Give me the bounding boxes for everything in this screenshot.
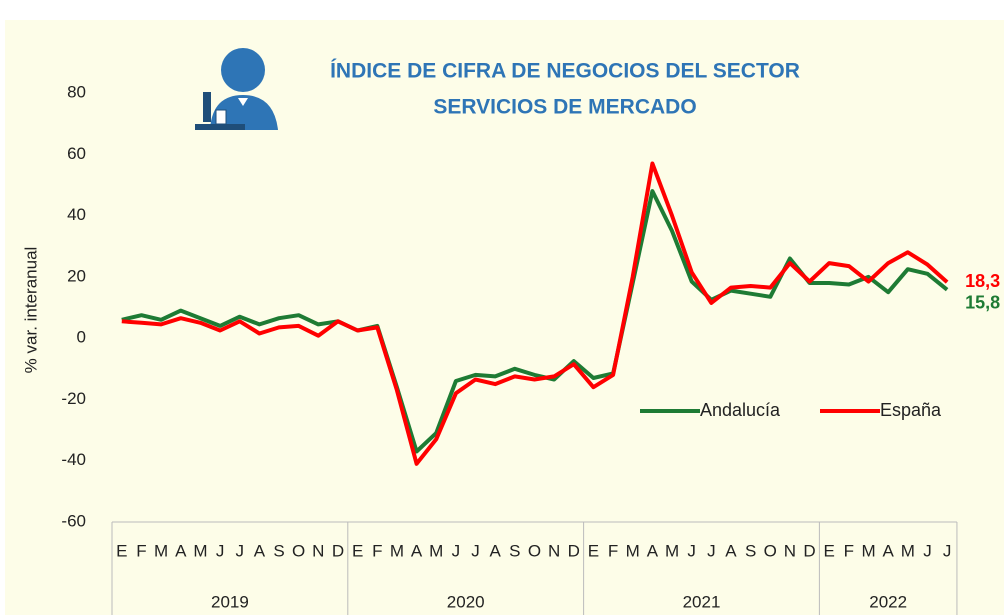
x-tick-label: O <box>764 541 777 560</box>
x-tick-label: E <box>352 541 363 560</box>
legend-label: Andalucía <box>700 400 781 420</box>
x-tick-label: M <box>901 541 915 560</box>
x-tick-label: M <box>861 541 875 560</box>
x-tick-label: A <box>725 541 737 560</box>
y-axis-label: % var. interanual <box>21 247 40 374</box>
x-tick-label: D <box>803 541 815 560</box>
y-tick-label: 60 <box>67 144 86 163</box>
x-tick-label: J <box>687 541 696 560</box>
y-tick-label: -40 <box>61 450 86 469</box>
x-tick-label: S <box>509 541 520 560</box>
x-tick-label: E <box>116 541 127 560</box>
x-tick-label: D <box>568 541 580 560</box>
x-tick-label: J <box>235 541 244 560</box>
x-tick-label: M <box>390 541 404 560</box>
y-tick-label: 80 <box>67 82 86 101</box>
series-line <box>121 161 949 466</box>
x-tick-label: N <box>548 541 560 560</box>
x-tick-label: E <box>824 541 835 560</box>
x-tick-label: O <box>292 541 305 560</box>
x-tick-label: O <box>528 541 541 560</box>
x-tick-label: J <box>452 541 461 560</box>
x-tick-label: A <box>647 541 659 560</box>
x-tick-label: A <box>411 541 423 560</box>
data-label: 15,8 <box>965 292 1000 312</box>
x-tick-label: F <box>372 541 382 560</box>
legend-label: España <box>880 400 942 420</box>
chart-title: ÍNDICE DE CIFRA DE NEGOCIOS DEL SECTOR <box>330 60 800 83</box>
x-tick-label: F <box>608 541 618 560</box>
y-tick-label: 40 <box>67 205 86 224</box>
year-label: 2022 <box>869 592 907 611</box>
x-tick-label: D <box>332 541 344 560</box>
x-tick-label: A <box>490 541 502 560</box>
x-tick-label: M <box>626 541 640 560</box>
x-tick-label: J <box>216 541 225 560</box>
x-tick-label: J <box>943 541 952 560</box>
waiter-icon <box>195 48 278 130</box>
x-tick-label: N <box>312 541 324 560</box>
x-tick-label: N <box>784 541 796 560</box>
y-tick-label: -60 <box>61 511 86 530</box>
x-tick-label: A <box>883 541 895 560</box>
data-label: 18,3 <box>965 271 1000 291</box>
x-tick-label: A <box>175 541 187 560</box>
year-label: 2021 <box>683 592 721 611</box>
x-tick-label: S <box>273 541 284 560</box>
chart-title: SERVICIOS DE MERCADO <box>433 96 696 119</box>
year-label: 2019 <box>211 592 249 611</box>
x-tick-label: M <box>429 541 443 560</box>
x-tick-label: M <box>665 541 679 560</box>
x-tick-label: J <box>923 541 932 560</box>
x-tick-label: M <box>154 541 168 560</box>
x-tick-label: F <box>844 541 854 560</box>
x-tick-label: E <box>588 541 599 560</box>
x-tick-label: A <box>254 541 266 560</box>
x-tick-label: J <box>471 541 480 560</box>
y-tick-label: 0 <box>77 328 86 347</box>
x-tick-label: M <box>193 541 207 560</box>
y-tick-label: -20 <box>61 389 86 408</box>
x-tick-label: S <box>745 541 756 560</box>
chart-background <box>5 20 1004 615</box>
y-tick-label: 20 <box>67 266 86 285</box>
x-tick-label: F <box>136 541 146 560</box>
year-label: 2020 <box>447 592 485 611</box>
x-tick-label: J <box>707 541 716 560</box>
